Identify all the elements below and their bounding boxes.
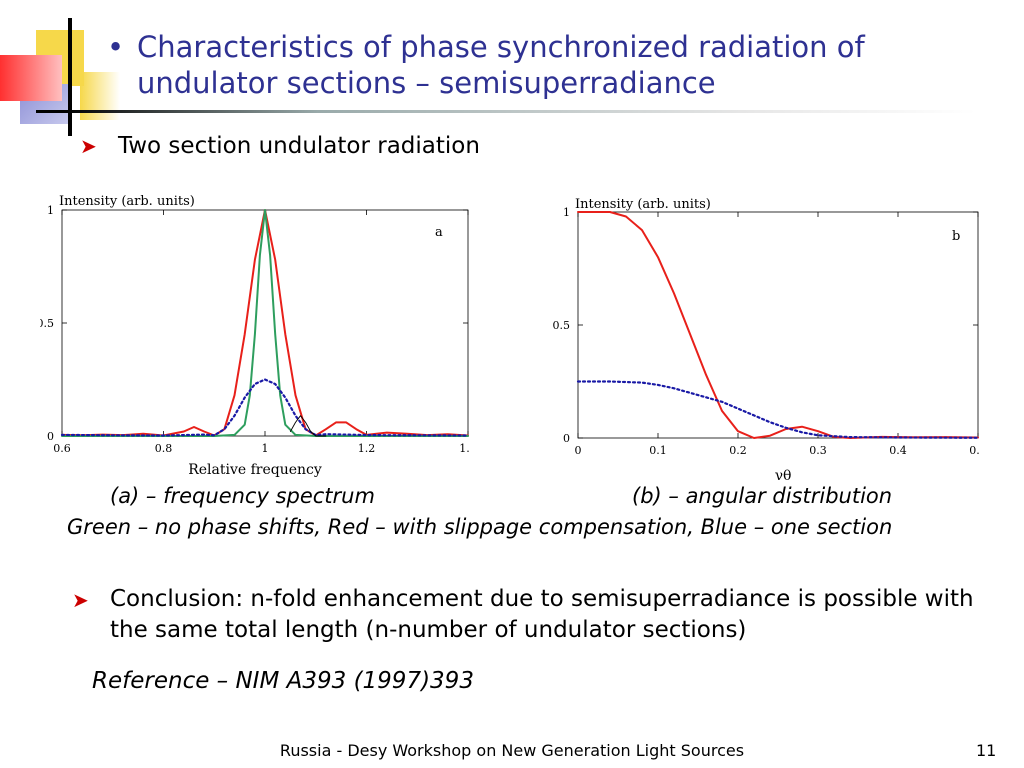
chart-b-x-tick-label: 0.5	[969, 444, 980, 457]
conclusion-text: Conclusion: n-fold enhancement due to se…	[110, 586, 974, 643]
slide-title: • Characteristics of phase synchronized …	[107, 29, 987, 101]
arrow-bullet-icon: ➤	[72, 588, 89, 612]
chart-angular-distribution: Intensity (arb. units) b γθ 0 0.1 0.2 0.3 0.…	[553, 197, 981, 480]
reference-text: Reference – NIM A393 (1997)393	[92, 668, 474, 694]
chart-a-series-0	[61, 209, 469, 437]
chart-a-x-tick-label: 0.8	[155, 442, 173, 455]
chart-a-ylabel: Intensity (arb. units)	[59, 194, 195, 209]
chart-b-x-tick-label: 0.2	[729, 444, 747, 457]
arrow-bullet-icon: ➤	[80, 134, 97, 158]
chart-a-series-3	[289, 415, 327, 437]
chart-a-x-tick-label: 1.2	[358, 442, 376, 455]
decor-red-square	[0, 55, 62, 101]
chart-b-ylabel: Intensity (arb. units)	[575, 197, 711, 212]
chart-b-y-tick-label: 1	[563, 206, 570, 219]
chart-b-xlabel: γθ	[775, 468, 792, 480]
chart-b-x-tick-label: 0.4	[889, 444, 907, 457]
chart-a-x-tick-label: 1	[262, 442, 269, 455]
chart-a-x-tick-label: 0.6	[53, 442, 71, 455]
legend-caption: Green – no phase shifts, Red – with slip…	[67, 515, 893, 539]
chart-frequency-spectrum: Intensity (arb. units) a Relative freque…	[40, 194, 470, 478]
title-bullet: •	[107, 30, 125, 64]
chart-b-series-0	[577, 211, 979, 439]
chart-a-series-1	[61, 209, 469, 437]
footer-text: Russia - Desy Workshop on New Generation…	[279, 741, 745, 760]
caption-a: (a) – frequency spectrum	[110, 484, 375, 508]
chart-a-series-2	[60, 378, 470, 437]
chart-a-y-tick-label: 1	[47, 204, 54, 217]
title-text: Characteristics of phase synchronized ra…	[137, 30, 865, 100]
chart-b-y-tick-label: 0.5	[553, 319, 571, 332]
chart-b-x-tick-label: 0.1	[649, 444, 667, 457]
chart-a-plot-frame	[61, 209, 469, 437]
chart-b-x-tick-label: 0	[575, 444, 582, 457]
decor-vertical-bar	[68, 18, 72, 136]
chart-b-panel-label: b	[952, 229, 960, 244]
sub-bullet-text: Two section undulator radiation	[118, 133, 480, 159]
chart-b-y-tick-label: 0	[563, 432, 570, 445]
chart-a-y-tick-label: 0	[47, 430, 54, 443]
caption-b: (b) – angular distribution	[632, 484, 893, 508]
page-number: 11	[976, 741, 997, 760]
chart-a-xlabel: Relative frequency	[188, 462, 322, 478]
chart-a-panel-label: a	[435, 225, 443, 240]
chart-b-series-1	[576, 380, 980, 439]
chart-a-y-tick-label: 0.5	[40, 317, 54, 330]
title-underline	[36, 110, 976, 113]
chart-a-x-tick-label: 1.4	[459, 442, 470, 455]
chart-b-plot-frame	[577, 211, 979, 439]
chart-b-x-tick-label: 0.3	[809, 444, 827, 457]
